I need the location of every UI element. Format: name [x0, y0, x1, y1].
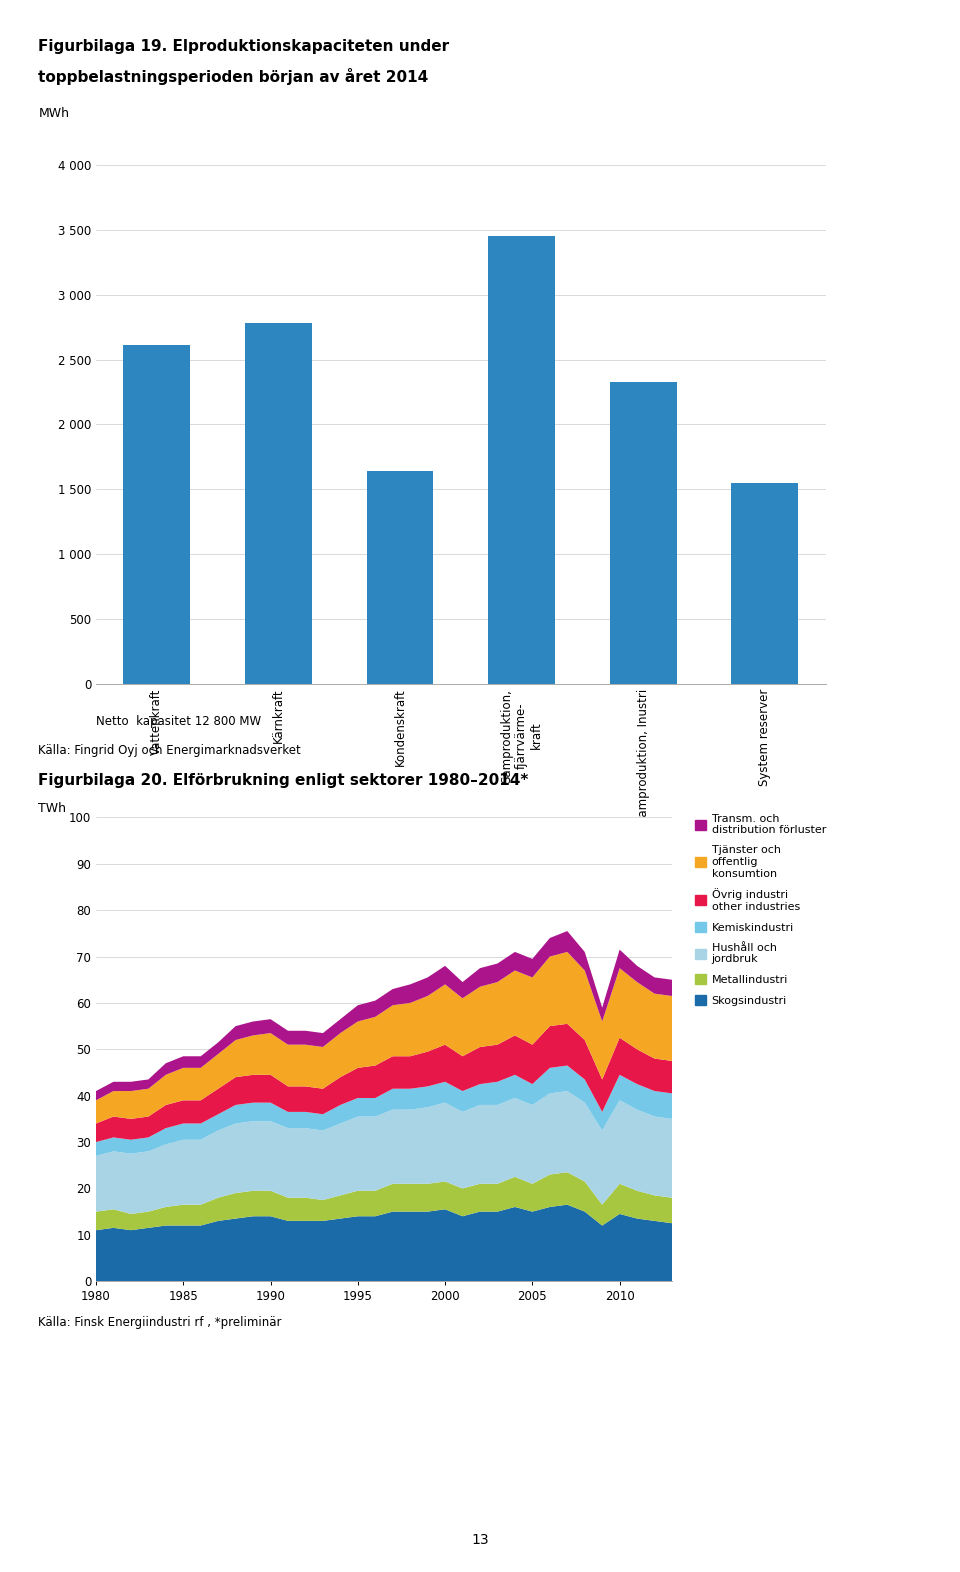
Legend: Transm. och
distribution förluster, Tjänster och
offentlig
konsumtion, Övrig ind: Transm. och distribution förluster, Tjän…	[695, 814, 826, 1006]
Text: Figurbilaga 19. Elproduktionskapaciteten under: Figurbilaga 19. Elproduktionskapaciteten…	[38, 39, 449, 55]
Bar	[732, 483, 798, 684]
Text: Netto  kapasitet 12 800 MW: Netto kapasitet 12 800 MW	[96, 715, 261, 728]
Text: toppbelastningsperioden början av året 2014: toppbelastningsperioden början av året 2…	[38, 68, 429, 85]
Bar	[610, 382, 677, 684]
Text: Figurbilaga 20. Elförbrukning enligt sektorer 1980–2014*: Figurbilaga 20. Elförbrukning enligt sek…	[38, 773, 529, 789]
Bar	[489, 236, 555, 684]
Bar	[367, 472, 434, 684]
Text: Källa: Fingrid Oyj och Energimarknadsverket: Källa: Fingrid Oyj och Energimarknadsver…	[38, 744, 301, 756]
Text: TWh: TWh	[38, 802, 66, 814]
Text: Källa: Finsk Energiindustri rf , *preliminär: Källa: Finsk Energiindustri rf , *prelim…	[38, 1316, 282, 1328]
Bar	[123, 346, 190, 684]
Text: 13: 13	[471, 1533, 489, 1547]
Text: MWh: MWh	[38, 107, 69, 119]
Bar	[245, 324, 312, 684]
